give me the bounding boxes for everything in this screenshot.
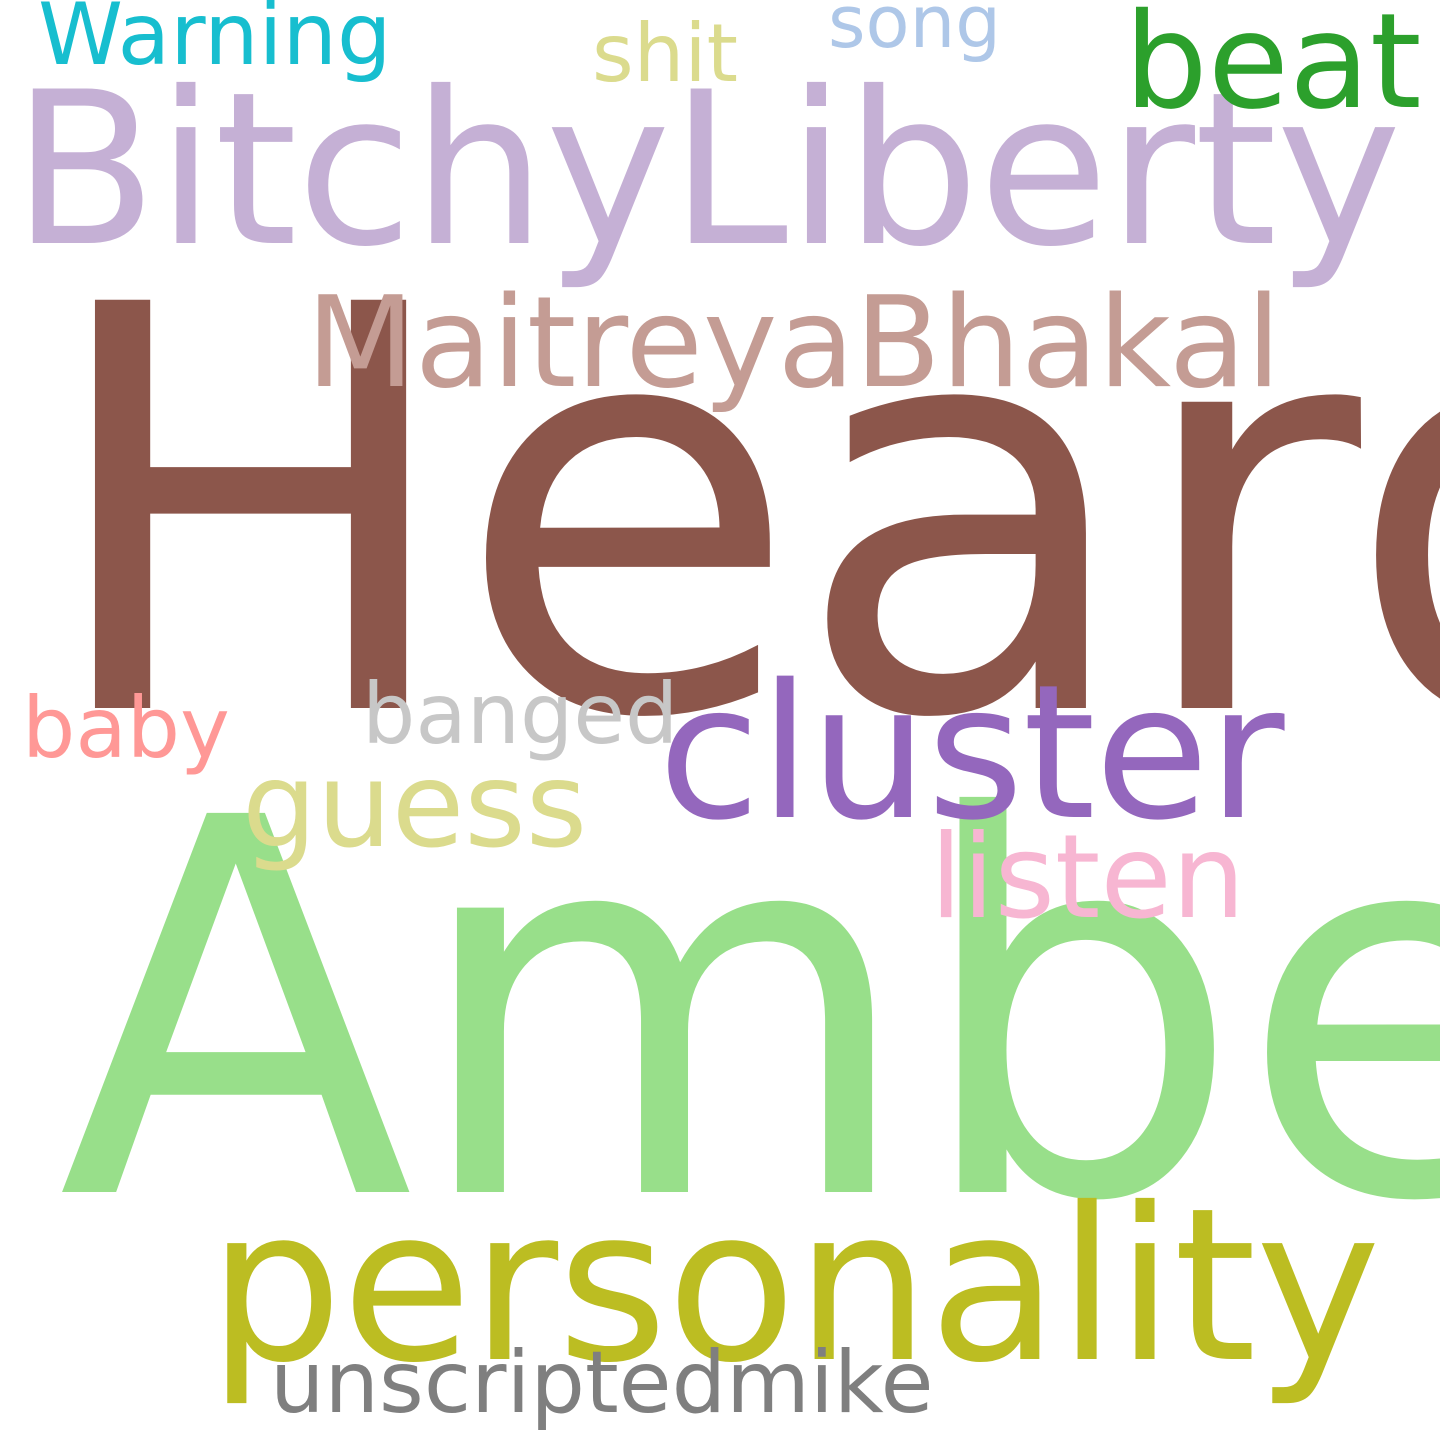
word-heard: Heard <box>40 189 1440 841</box>
word-song: song <box>828 0 1001 64</box>
word-banged: banged <box>362 665 679 763</box>
word-listen: listen <box>930 810 1246 945</box>
word-beat: beat <box>1124 0 1422 139</box>
word-cluster: cluster <box>658 644 1285 861</box>
word-personality: personality <box>208 1162 1381 1409</box>
word-unscriptedmike: unscriptedmike <box>270 1333 934 1433</box>
word-amber: Amber <box>58 709 1440 1315</box>
word-maitreyabhakal: MaitreyaBhakal <box>306 269 1282 416</box>
word-warning: Warning <box>38 0 392 85</box>
word-shit: shit <box>592 7 738 100</box>
word-bitchyliberty: BitchyLiberty <box>12 46 1402 293</box>
word-guess: guess <box>242 736 588 874</box>
word-baby: baby <box>22 679 230 777</box>
